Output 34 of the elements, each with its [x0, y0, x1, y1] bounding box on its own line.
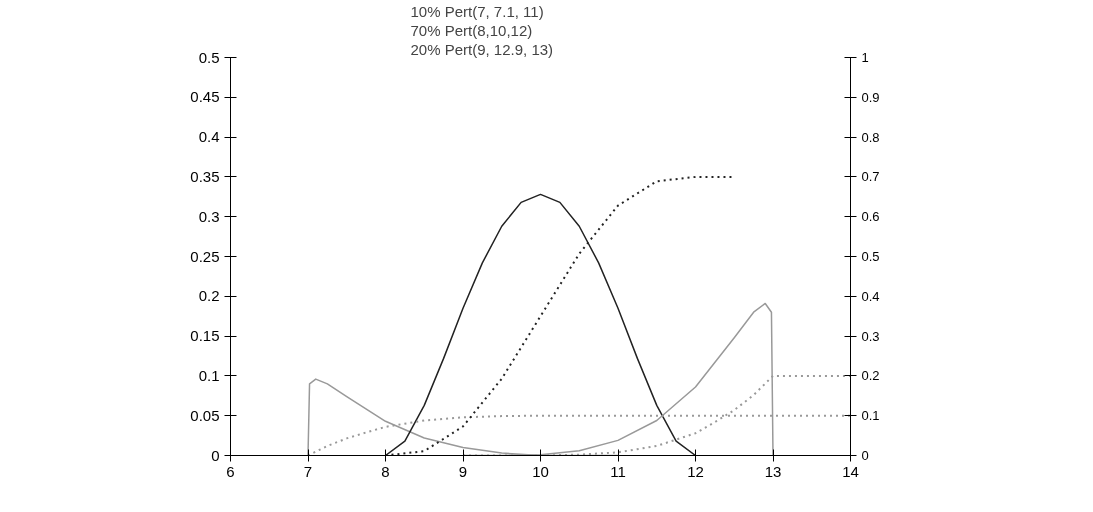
y-tick-label: 0.4 [198, 128, 220, 146]
x-tick-label: 6 [226, 462, 235, 480]
y2-tick-label: 0 [861, 448, 869, 463]
y-tick-label: 0.45 [190, 88, 220, 106]
x-tick-label: 13 [764, 462, 782, 480]
x-tick-label: 12 [687, 462, 704, 480]
x-tick-label: 14 [842, 462, 859, 480]
x-tick-label: 9 [458, 462, 468, 480]
text: 70% Pert(8,10,12) [410, 21, 533, 39]
y2-tick-label: 0.7 [861, 169, 880, 185]
y2-tick-label: 0.5 [861, 249, 880, 264]
y-tick-label: 0.5 [198, 48, 220, 66]
y2-tick-label: 0.6 [861, 209, 880, 225]
x-tick-label: 8 [381, 462, 390, 480]
y2-tick-label: 0.9 [861, 89, 880, 105]
text: 10% Pert(7, 7.1, 11) [410, 2, 544, 20]
y2-tick-label: 0.1 [861, 408, 880, 424]
y2-tick-label: 0.4 [861, 288, 880, 304]
y2-tick-label: 0.8 [861, 129, 880, 145]
text: 20% Pert(9, 12.9, 13) [410, 40, 554, 58]
y2-tick-label: 0.2 [861, 368, 880, 384]
y2-tick-label: 1 [861, 50, 869, 65]
y-tick-label: 0.35 [190, 167, 220, 185]
y-tick-label: 0.15 [190, 327, 220, 345]
x-tick-label: 11 [610, 462, 626, 480]
x-tick-label: 7 [303, 462, 313, 480]
y-tick-label: 0 [211, 446, 220, 464]
y-tick-label: 0.25 [190, 247, 220, 265]
y-tick-label: 0.05 [190, 406, 220, 424]
y-tick-label: 0.2 [198, 287, 220, 305]
y-tick-label: 0.1 [198, 366, 220, 384]
x-tick-label: 10 [532, 462, 549, 480]
y2-tick-label: 0.3 [861, 328, 880, 344]
y-tick-label: 0.3 [198, 207, 220, 225]
